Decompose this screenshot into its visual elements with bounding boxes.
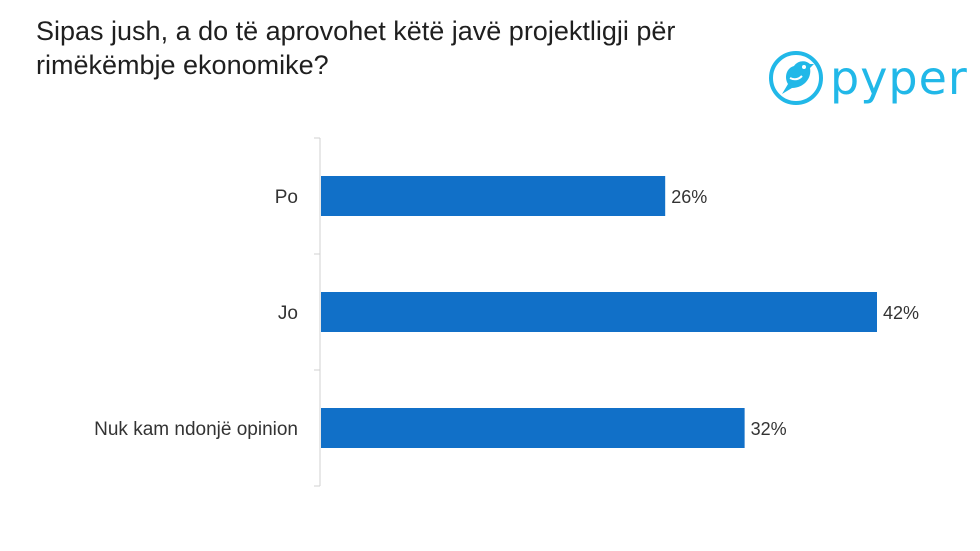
data-label: 32% — [751, 419, 787, 439]
data-label: 42% — [883, 303, 919, 323]
category-label: Po — [275, 187, 298, 208]
pyper-logo: pyper — [768, 50, 968, 106]
category-label: Nuk kam ndonjë opinion — [94, 419, 298, 440]
data-label: 26% — [671, 187, 707, 207]
bar-1 — [321, 292, 877, 332]
bar-0 — [321, 176, 666, 216]
category-label: Jo — [278, 303, 298, 324]
chart-title: Sipas jush, a do të aprovohet këtë javë … — [36, 16, 676, 80]
bar-2 — [321, 408, 745, 448]
logo-wordmark: pyper — [830, 51, 968, 105]
bird-icon — [769, 51, 823, 105]
